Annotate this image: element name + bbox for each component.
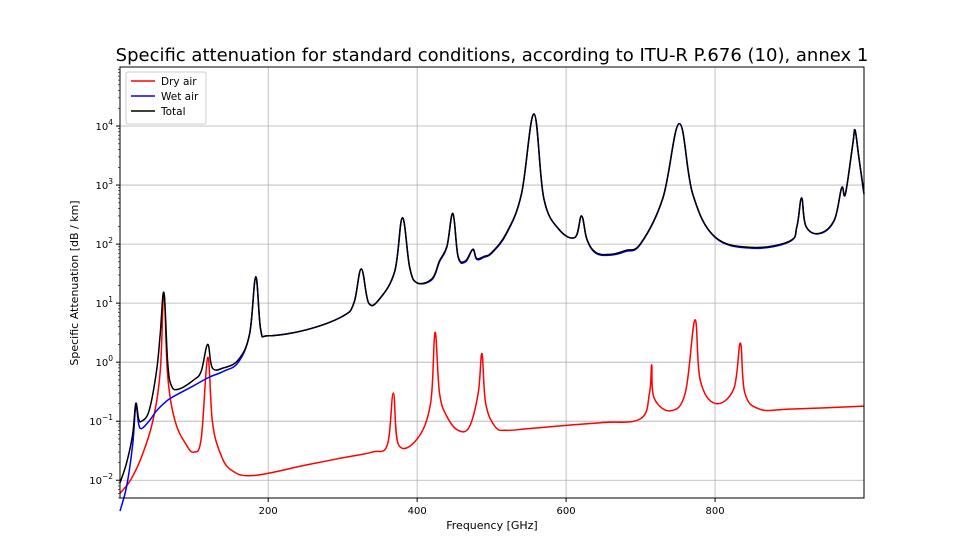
y-tick-label: 10−1	[89, 413, 113, 428]
x-axis-label: Frequency [GHz]	[446, 519, 537, 532]
y-tick-label: 102	[95, 236, 113, 251]
series-line-dry-air	[119, 291, 865, 494]
series-lines	[119, 113, 865, 512]
plot-frame	[119, 66, 865, 499]
y-tick-label: 10−2	[89, 472, 113, 487]
grid	[120, 67, 864, 498]
legend-label-wet-air: Wet air	[161, 91, 199, 103]
series-line-total	[119, 113, 865, 484]
legend-label-total: Total	[160, 106, 186, 118]
x-tick-label: 800	[706, 506, 725, 517]
y-tick-label: 103	[95, 177, 113, 192]
y-tick-label: 100	[95, 354, 113, 369]
y-ticks: 10−2 10−1 100 101 102 103 104	[89, 69, 120, 499]
chart-title: Specific attenuation for standard condit…	[116, 45, 869, 66]
legend-label-dry-air: Dry air	[161, 76, 197, 88]
x-ticks: 200 400 600 800	[259, 498, 725, 517]
y-tick-label: 104	[95, 118, 113, 133]
x-tick-label: 600	[557, 506, 576, 517]
x-tick-label: 200	[259, 506, 278, 517]
y-axis-label: Specific Attenuation [dB / km]	[68, 200, 81, 365]
legend: Dry air Wet air Total	[125, 71, 207, 125]
y-tick-label: 101	[95, 295, 113, 310]
x-tick-label: 400	[408, 506, 427, 517]
series-line-wet-air	[119, 113, 865, 512]
